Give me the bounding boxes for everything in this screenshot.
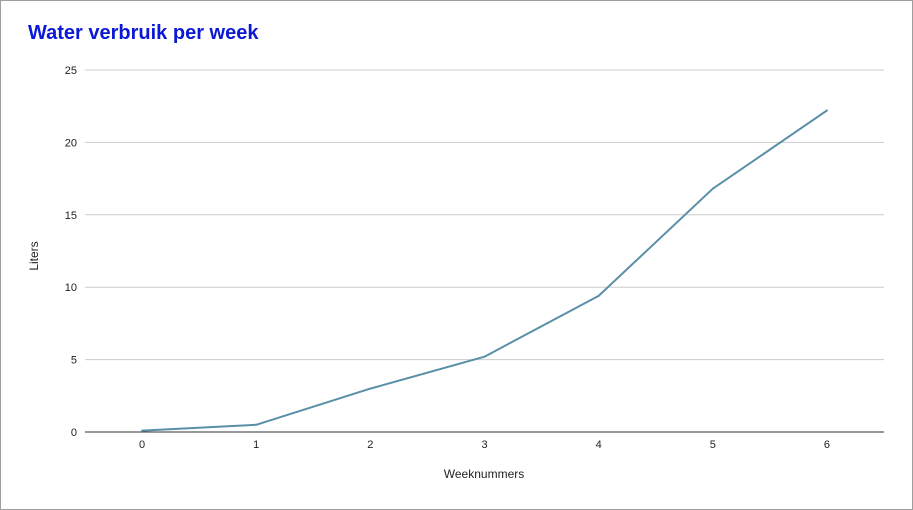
data-point <box>825 109 828 112</box>
x-axis-title: Weeknummers <box>444 467 524 481</box>
y-tick-label: 15 <box>65 210 77 222</box>
chart-title: Water verbruik per week <box>28 22 259 44</box>
x-tick-label: 1 <box>253 439 259 451</box>
y-tick-label: 25 <box>65 65 77 77</box>
data-point <box>597 294 600 297</box>
series-layer <box>141 109 828 432</box>
tick-labels: 0 5 10 15 20 25 0 1 2 3 4 5 6 <box>65 65 830 451</box>
y-tick-label: 10 <box>65 282 77 294</box>
x-tick-label: 3 <box>481 439 487 451</box>
x-tick-label: 0 <box>139 439 145 451</box>
x-tick-label: 6 <box>824 439 830 451</box>
gridlines <box>85 69 884 361</box>
data-point <box>483 355 486 358</box>
data-point <box>369 387 372 390</box>
data-point <box>255 423 258 426</box>
x-tick-label: 4 <box>596 439 602 451</box>
data-point <box>141 429 144 432</box>
series-line <box>142 109 828 432</box>
data-point <box>711 187 714 190</box>
y-tick-label: 5 <box>71 355 77 367</box>
y-axis-title: Liters <box>27 241 41 270</box>
y-tick-label: 0 <box>71 427 77 439</box>
x-tick-label: 2 <box>367 439 373 451</box>
x-tick-label: 5 <box>710 439 716 451</box>
y-tick-label: 20 <box>65 137 77 149</box>
